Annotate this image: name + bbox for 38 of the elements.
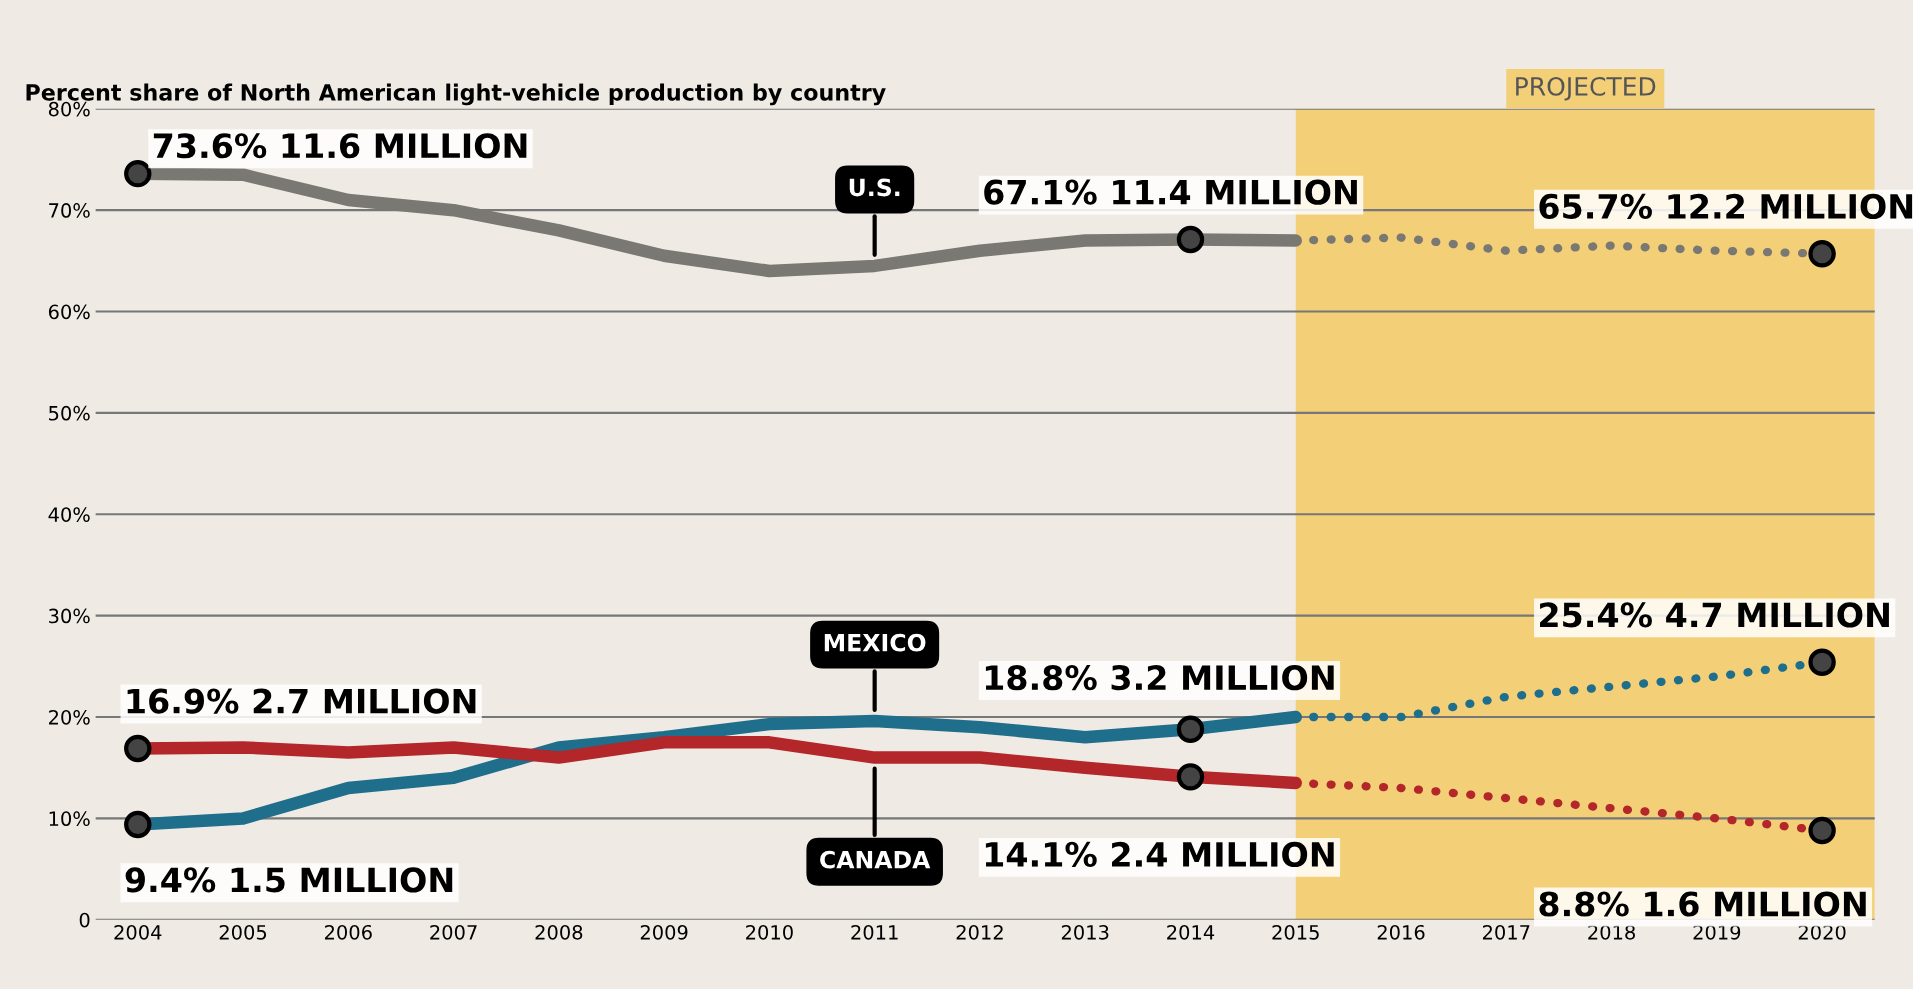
x-tick-label: 2017: [1482, 924, 1530, 940]
annotation: 67.1% 11.4 MILLION: [984, 179, 1357, 205]
x-tick-label: 2011: [851, 924, 898, 940]
annotation: 25.4% 4.7 MILLION: [1540, 602, 1889, 628]
x-tick-label: 2019: [1693, 924, 1741, 940]
x-tick-label: 2007: [430, 924, 477, 940]
annotation: 73.6% 11.6 MILLION: [153, 133, 527, 159]
text: U.S.: [849, 178, 900, 197]
x-tick-label: 2018: [1588, 924, 1635, 940]
y-tick-label: 0: [79, 912, 90, 928]
x-tick-label: 2014: [1167, 924, 1215, 940]
x-tick-label: 2005: [219, 924, 267, 940]
annotation: 16.9% 2.7 MILLION: [127, 688, 476, 714]
text: CANADA: [820, 850, 931, 869]
annotation: 18.8% 3.2 MILLION: [985, 665, 1334, 691]
annotation: 8.8% 1.6 MILLION: [1539, 891, 1866, 917]
x-tick-label: 2006: [324, 924, 372, 940]
x-tick-label: 2012: [956, 924, 1003, 940]
annotation: 9.4% 1.5 MILLION: [125, 867, 453, 893]
x-tick-label: 2015: [1272, 924, 1319, 940]
text: MEXICO: [824, 633, 926, 652]
y-tick-label: 50%: [49, 405, 90, 421]
x-tick-label: 2008: [535, 924, 583, 940]
y-tick-label: 10%: [49, 811, 90, 827]
x-tick-label: 2020: [1798, 924, 1846, 940]
x-tick-label: 2010: [746, 924, 793, 940]
annotation: 65.7% 12.2 MILLION: [1539, 193, 1913, 219]
y-tick-label: 40%: [48, 507, 90, 522]
y-tick-label: 20%: [49, 709, 90, 725]
x-tick-label: 2004: [114, 924, 162, 940]
y-tick-label: 70%: [49, 203, 90, 218]
x-tick-label: 2013: [1061, 924, 1109, 940]
y-tick-label: 30%: [49, 608, 90, 624]
x-tick-label: 2009: [640, 924, 688, 940]
band-label: PROJECTED: [1516, 76, 1656, 101]
annotation: 14.1% 2.4 MILLION: [985, 841, 1334, 868]
y-tick-label: 60%: [48, 304, 90, 320]
x-tick-label: 2016: [1377, 924, 1425, 940]
